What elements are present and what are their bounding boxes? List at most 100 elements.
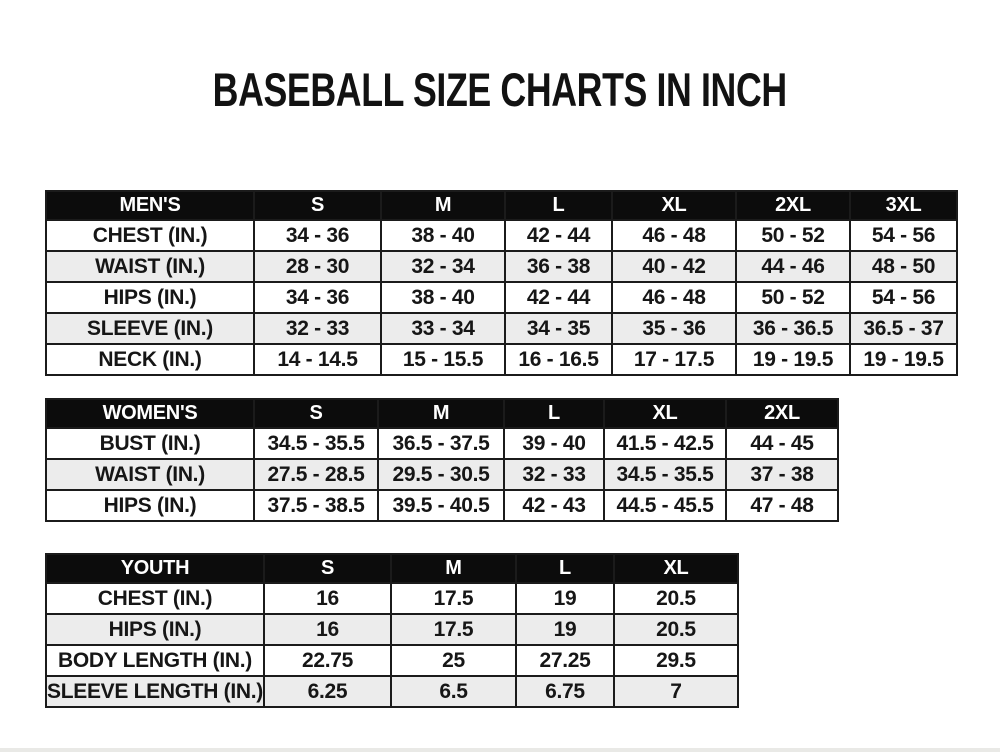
value-cell: 36 - 38 [504,250,613,283]
womens-size-table: WOMEN'S S M L XL 2XL BUST (IN.) 34.5 - 35.5 36.5… [45,398,839,522]
measurement-label: HIPS (IN.) [45,489,255,522]
value-cell: 32 - 33 [503,458,605,491]
size-header-cell: M [380,190,506,221]
table-row: SLEEVE LENGTH (IN.) 6.25 6.5 6.75 7 [45,675,739,708]
value-cell: 34 - 35 [504,312,613,345]
value-cell: 39.5 - 40.5 [377,489,505,522]
image-bottom-edge [0,748,1000,752]
value-cell: 25 [389,644,517,677]
size-header-cell: L [503,398,605,429]
header-row: MEN'S S M L XL 2XL 3XL [45,190,958,221]
table-row: HIPS (IN.) 34 - 36 38 - 40 42 - 44 46 - 48 50… [45,281,958,314]
value-cell: 54 - 56 [849,281,958,314]
table-row: BUST (IN.) 34.5 - 35.5 36.5 - 37.5 39 - 40 4… [45,427,839,460]
value-cell: 36.5 - 37.5 [377,427,505,460]
table-title-cell: YOUTH [45,553,265,584]
value-cell: 17 - 17.5 [611,343,737,376]
value-cell: 16 [262,582,392,615]
size-header-cell: S [253,190,382,221]
measurement-label: CHEST (IN.) [45,582,265,615]
youth-size-table: YOUTH S M L XL CHEST (IN.) 16 17.5 19 20.5 HIPS (I… [45,553,739,708]
value-cell: 42 - 44 [504,281,613,314]
measurement-label: WAIST (IN.) [45,458,255,491]
table-row: HIPS (IN.) 16 17.5 19 20.5 [45,613,739,646]
value-cell: 6.5 [389,675,517,708]
table-row: WAIST (IN.) 28 - 30 32 - 34 36 - 38 40 - 42 4… [45,250,958,283]
value-cell: 6.75 [514,675,615,708]
value-cell: 35 - 36 [611,312,737,345]
size-header-cell: M [377,398,505,429]
measurement-label: CHEST (IN.) [45,219,255,252]
table-row: WAIST (IN.) 27.5 - 28.5 29.5 - 30.5 32 - 33… [45,458,839,491]
table-row: NECK (IN.) 14 - 14.5 15 - 15.5 16 - 16.5 17 … [45,343,958,376]
value-cell: 44.5 - 45.5 [603,489,727,522]
measurement-label: BUST (IN.) [45,427,255,460]
value-cell: 50 - 52 [735,281,851,314]
value-cell: 19 - 19.5 [735,343,851,376]
measurement-label: NECK (IN.) [45,343,255,376]
value-cell: 6.25 [262,675,392,708]
value-cell: 48 - 50 [849,250,958,283]
value-cell: 17.5 [389,613,517,646]
size-header-cell: S [253,398,379,429]
value-cell: 40 - 42 [611,250,737,283]
value-cell: 7 [612,675,739,708]
table-row: CHEST (IN.) 16 17.5 19 20.5 [45,582,739,615]
value-cell: 44 - 45 [725,427,839,460]
measurement-label: SLEEVE LENGTH (IN.) [45,675,265,708]
value-cell: 14 - 14.5 [253,343,382,376]
value-cell: 36 - 36.5 [735,312,851,345]
size-header-cell: 3XL [849,190,958,221]
value-cell: 32 - 34 [380,250,506,283]
value-cell: 41.5 - 42.5 [603,427,727,460]
value-cell: 28 - 30 [253,250,382,283]
size-header-cell: L [504,190,613,221]
value-cell: 38 - 40 [380,281,506,314]
measurement-label: BODY LENGTH (IN.) [45,644,265,677]
value-cell: 16 [262,613,392,646]
value-cell: 37.5 - 38.5 [253,489,379,522]
value-cell: 42 - 44 [504,219,613,252]
value-cell: 36.5 - 37 [849,312,958,345]
value-cell: 19 [514,582,615,615]
value-cell: 38 - 40 [380,219,506,252]
value-cell: 32 - 33 [253,312,382,345]
value-cell: 29.5 [612,644,739,677]
value-cell: 22.75 [262,644,392,677]
value-cell: 15 - 15.5 [380,343,506,376]
measurement-label: SLEEVE (IN.) [45,312,255,345]
table-title-cell: MEN'S [45,190,255,221]
value-cell: 37 - 38 [725,458,839,491]
value-cell: 34 - 36 [253,219,382,252]
value-cell: 44 - 46 [735,250,851,283]
size-header-cell: XL [603,398,727,429]
table-title-cell: WOMEN'S [45,398,255,429]
measurement-label: HIPS (IN.) [45,281,255,314]
page-title: BASEBALL SIZE CHARTS IN INCH [0,66,1000,113]
value-cell: 20.5 [612,582,739,615]
measurement-label: WAIST (IN.) [45,250,255,283]
value-cell: 16 - 16.5 [504,343,613,376]
value-cell: 47 - 48 [725,489,839,522]
value-cell: 34.5 - 35.5 [253,427,379,460]
size-header-cell: XL [611,190,737,221]
value-cell: 20.5 [612,613,739,646]
value-cell: 46 - 48 [611,219,737,252]
page-title-text: BASEBALL SIZE CHARTS IN INCH [212,63,788,116]
measurement-label: HIPS (IN.) [45,613,265,646]
value-cell: 34 - 36 [253,281,382,314]
table-row: BODY LENGTH (IN.) 22.75 25 27.25 29.5 [45,644,739,677]
value-cell: 34.5 - 35.5 [603,458,727,491]
value-cell: 42 - 43 [503,489,605,522]
table-row: SLEEVE (IN.) 32 - 33 33 - 34 34 - 35 35 - 36… [45,312,958,345]
value-cell: 54 - 56 [849,219,958,252]
value-cell: 33 - 34 [380,312,506,345]
size-header-cell: 2XL [735,190,851,221]
value-cell: 19 - 19.5 [849,343,958,376]
size-header-cell: L [514,553,615,584]
value-cell: 46 - 48 [611,281,737,314]
value-cell: 27.5 - 28.5 [253,458,379,491]
value-cell: 39 - 40 [503,427,605,460]
table-row: HIPS (IN.) 37.5 - 38.5 39.5 - 40.5 42 - 43 4… [45,489,839,522]
